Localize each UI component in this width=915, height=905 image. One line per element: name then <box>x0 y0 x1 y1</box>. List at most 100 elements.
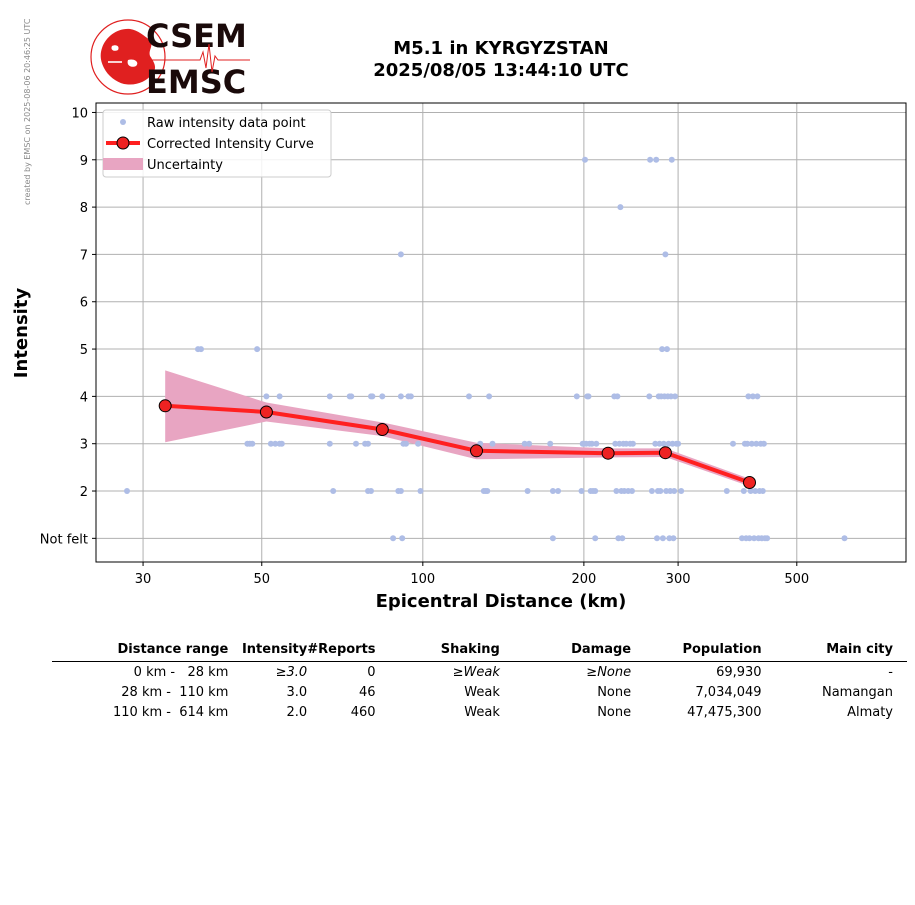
cell-city: - <box>888 665 893 680</box>
y-tick-label: 3 <box>80 438 88 453</box>
raw-data-point <box>678 488 685 494</box>
y-axis-ticks: Not felt 2 3 4 5 6 7 8 9 10 <box>40 106 96 547</box>
y-tick-label: 7 <box>80 248 88 263</box>
raw-data-point <box>124 488 130 494</box>
raw-data-point <box>614 393 621 400</box>
raw-data-point <box>466 393 472 400</box>
raw-data-point <box>730 440 736 447</box>
cell-intensity: 2.0 <box>286 705 308 720</box>
x-tick-label: 30 <box>135 572 152 587</box>
raw-data-point <box>723 488 730 494</box>
cell-damage: None <box>597 685 632 700</box>
header-distance-range: Distance range <box>52 640 229 662</box>
raw-data-point <box>390 535 397 542</box>
legend-box <box>102 109 332 178</box>
raw-data-point <box>379 393 386 400</box>
legend-raw-marker <box>120 119 126 125</box>
raw-data-point <box>326 393 333 400</box>
curve-layer <box>158 399 756 489</box>
y-tick-label: Not felt <box>40 532 88 547</box>
y-tick-label: 5 <box>80 343 88 358</box>
header-shaking: Shaking <box>375 640 500 662</box>
raw-data-point <box>749 393 756 400</box>
x-tick-label: 100 <box>410 572 435 587</box>
header-damage: Damage <box>499 640 632 662</box>
raw-data-point <box>740 488 747 494</box>
curve-marker <box>259 405 273 419</box>
raw-data-point <box>403 440 409 447</box>
logo-text-top: CSEM <box>146 17 247 55</box>
raw-data-point <box>739 535 745 542</box>
raw-data-point <box>760 440 767 447</box>
raw-data-point <box>407 393 414 400</box>
summary-table: Distance range Intensity #Reports Shakin… <box>52 640 907 722</box>
header-intensity: Intensity <box>228 640 308 662</box>
cell-shaking: ≥Weak <box>452 665 500 680</box>
raw-data-point <box>593 440 600 447</box>
raw-data-point <box>654 535 660 542</box>
cell-range: 0 km - 28 km <box>133 665 229 680</box>
curve-marker <box>743 476 756 489</box>
raw-data-point <box>754 393 761 400</box>
raw-data-point <box>629 440 636 447</box>
x-tick-label: 500 <box>784 572 809 587</box>
raw-data-point <box>365 440 371 447</box>
cell-reports: 460 <box>350 705 376 720</box>
y-tick-label: 6 <box>80 296 88 311</box>
raw-data-point <box>588 440 595 447</box>
raw-data-point <box>272 440 279 447</box>
curve-marker <box>158 399 172 413</box>
cell-population: 69,930 <box>716 665 762 680</box>
raw-data-point <box>585 393 592 400</box>
raw-data-point <box>330 488 337 494</box>
y-axis-label: Intensity <box>11 288 32 379</box>
raw-data-point <box>670 535 677 542</box>
raw-data-point <box>415 440 422 447</box>
raw-data-point <box>629 488 635 494</box>
raw-data-point <box>613 488 620 494</box>
raw-data-point <box>369 393 376 400</box>
raw-data-point <box>547 440 554 447</box>
cell-range: 110 km - 614 km <box>112 705 229 720</box>
raw-data-point <box>751 535 758 542</box>
raw-data-point <box>521 440 528 447</box>
legend-uncertainty-label: Uncertainty <box>147 158 223 173</box>
raw-data-point <box>648 488 655 494</box>
cell-shaking: Weak <box>464 705 500 720</box>
raw-data-point <box>578 488 585 494</box>
raw-data-point <box>555 488 562 494</box>
raw-data-point <box>672 393 678 400</box>
raw-data-point <box>612 440 619 447</box>
raw-data-point <box>249 440 256 447</box>
header-population: Population <box>631 640 762 662</box>
raw-data-point <box>326 440 333 447</box>
table-row: 110 km - 614 km 2.0 460 Weak None 47,475… <box>52 702 907 722</box>
raw-data-point <box>592 535 599 542</box>
legend-curve-label: Corrected Intensity Curve <box>147 137 314 152</box>
raw-data-point <box>263 393 270 400</box>
raw-data-point <box>656 440 663 447</box>
table-row: 28 km - 110 km 3.0 46 Weak None 7,034,04… <box>52 682 907 702</box>
y-tick-label: 9 <box>80 154 88 169</box>
y-tick-label: 2 <box>80 485 88 500</box>
raw-data-point <box>524 488 531 494</box>
raw-data-point <box>276 393 283 400</box>
plot-frame <box>95 102 907 563</box>
raw-data-point <box>753 440 760 447</box>
cell-population: 7,034,049 <box>695 685 762 700</box>
raw-data-point <box>675 440 682 447</box>
chart-subtitle: 2025/08/05 13:44:10 UTC <box>373 60 629 81</box>
cell-reports: 0 <box>367 665 376 680</box>
raw-data-point <box>744 440 751 447</box>
y-tick-label: 4 <box>80 390 88 405</box>
raw-data-point <box>254 346 261 353</box>
raw-data-point <box>399 535 406 542</box>
chart-title: M5.1 in KYRGYZSTAN <box>393 38 609 59</box>
raw-data-point <box>668 156 675 163</box>
raw-data-point <box>745 393 752 400</box>
cell-range: 28 km - 110 km <box>121 685 229 700</box>
y-tick-label: 8 <box>80 201 88 216</box>
cell-intensity: 3.0 <box>286 685 308 700</box>
raw-data-point <box>752 488 759 494</box>
x-tick-label: 50 <box>253 572 270 587</box>
